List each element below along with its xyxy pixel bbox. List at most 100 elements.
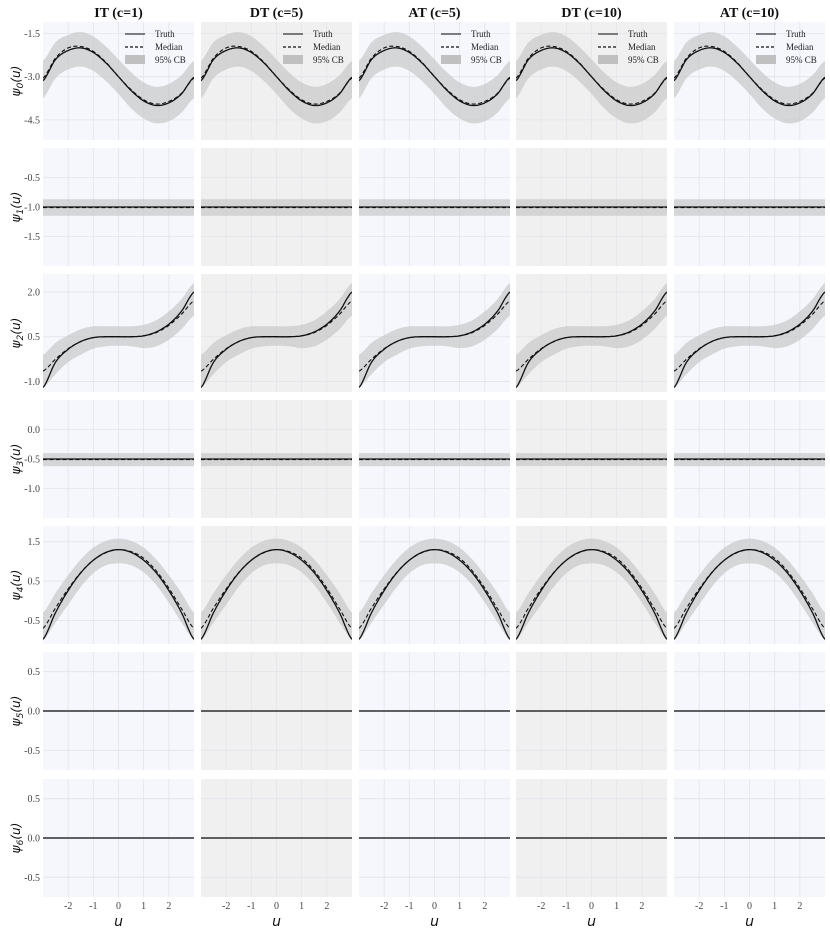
y-tick-label: 0.5 <box>28 794 41 805</box>
legend-median-label: Median <box>471 42 499 52</box>
panel: Truth Median 95% CB <box>516 22 667 140</box>
y-tick-label: -3.0 <box>24 72 40 83</box>
x-tick-label: -1 <box>720 901 728 912</box>
y-tick-label: -0.5 <box>24 746 40 757</box>
confidence-band <box>43 32 194 124</box>
x-tick-label: 0 <box>432 901 437 912</box>
legend-band-label: 95% CB <box>155 55 186 65</box>
y-tick-label: 1.5 <box>28 537 41 548</box>
panel <box>43 652 194 770</box>
legend-band-swatch <box>441 55 461 64</box>
legend-band-swatch <box>283 55 303 64</box>
panel <box>43 400 194 518</box>
panel <box>674 779 825 897</box>
y-tick-label: -0.5 <box>24 173 40 184</box>
y-tick-label: -4.5 <box>24 115 40 126</box>
y-label-argument: (u) <box>9 444 23 461</box>
panel: Truth Median 95% CB <box>201 22 352 140</box>
panel <box>516 400 667 518</box>
y-label-symbol: ψ <box>9 87 23 96</box>
y-tick-label: 0.5 <box>28 332 41 343</box>
panel <box>516 148 667 266</box>
x-tick-label: -1 <box>89 901 97 912</box>
legend-median-label: Median <box>155 42 183 52</box>
median-line <box>516 300 667 372</box>
median-line <box>43 45 194 105</box>
confidence-band <box>674 538 825 641</box>
panel <box>359 148 510 266</box>
y-label-symbol: ψ <box>9 717 23 726</box>
median-line <box>43 300 194 372</box>
x-tick-label: 2 <box>797 901 802 912</box>
y-label-argument: (u) <box>9 318 23 335</box>
legend-band-label: 95% CB <box>628 55 659 65</box>
median-line <box>359 549 510 629</box>
y-label-symbol: ψ <box>9 339 23 348</box>
y-label-argument: (u) <box>9 66 23 83</box>
y-label-subscript: 1 <box>16 209 26 215</box>
y-label-subscript: 3 <box>16 460 26 466</box>
y-label-argument: (u) <box>9 570 23 587</box>
y-tick-label: -1.5 <box>24 232 40 243</box>
panel <box>674 652 825 770</box>
median-line <box>201 300 352 372</box>
y-label-symbol: ψ <box>9 844 23 853</box>
panel: Truth Median 95% CB <box>43 22 194 140</box>
confidence-band <box>201 283 352 388</box>
panel: Truth Median 95% CB <box>674 22 825 140</box>
legend-band-label: 95% CB <box>471 55 502 65</box>
y-tick-label: -1.0 <box>24 377 40 388</box>
x-tick-label: 2 <box>482 901 487 912</box>
median-line <box>516 549 667 629</box>
legend-median-label: Median <box>786 42 814 52</box>
x-tick-label: 1 <box>141 901 146 912</box>
y-label-subscript: 5 <box>16 712 26 718</box>
x-tick-label: 0 <box>747 901 752 912</box>
y-tick-label: 2.0 <box>28 287 41 298</box>
x-axis-label: u <box>745 914 754 930</box>
y-tick-label: -0.5 <box>24 873 40 884</box>
legend-truth-label: Truth <box>628 29 648 39</box>
median-line <box>674 300 825 372</box>
y-label-symbol: ψ <box>9 465 23 474</box>
confidence-band <box>359 32 510 124</box>
x-tick-label: -2 <box>222 901 230 912</box>
panel <box>674 148 825 266</box>
y-tick-label: -1.0 <box>24 484 40 495</box>
x-axis-label: u <box>587 914 596 930</box>
panel <box>516 526 667 644</box>
y-axis-label: ψ2(u) <box>9 318 26 349</box>
y-label-subscript: 6 <box>16 839 26 845</box>
panel <box>43 779 194 897</box>
confidence-band <box>674 283 825 388</box>
y-tick-label: -0.5 <box>24 455 40 466</box>
x-tick-label: 1 <box>457 901 462 912</box>
y-tick-label: 0.0 <box>28 834 41 845</box>
y-axis-label: ψ3(u) <box>9 444 26 475</box>
y-axis-label: ψ5(u) <box>9 696 26 727</box>
y-tick-label: 0.0 <box>28 707 41 718</box>
legend-band-label: 95% CB <box>786 55 817 65</box>
confidence-band <box>516 538 667 641</box>
panel <box>674 400 825 518</box>
column-title: IT (c=1) <box>94 6 143 21</box>
y-label-argument: (u) <box>9 823 23 840</box>
legend-truth-label: Truth <box>786 29 806 39</box>
x-tick-label: 0 <box>116 901 121 912</box>
panel <box>359 652 510 770</box>
panel <box>359 274 510 392</box>
x-tick-label: -1 <box>562 901 570 912</box>
panel <box>43 526 194 644</box>
y-label-subscript: 0 <box>16 82 26 88</box>
x-axis-label: u <box>114 914 123 930</box>
confidence-band <box>201 32 352 124</box>
truth-line <box>359 47 510 107</box>
y-tick-label: 0.0 <box>28 425 41 436</box>
panel <box>516 274 667 392</box>
legend-band-swatch <box>756 55 776 64</box>
y-tick-label: -1.0 <box>24 203 40 214</box>
confidence-band <box>516 32 667 124</box>
y-axis-label: ψ4(u) <box>9 570 26 601</box>
panel <box>674 274 825 392</box>
